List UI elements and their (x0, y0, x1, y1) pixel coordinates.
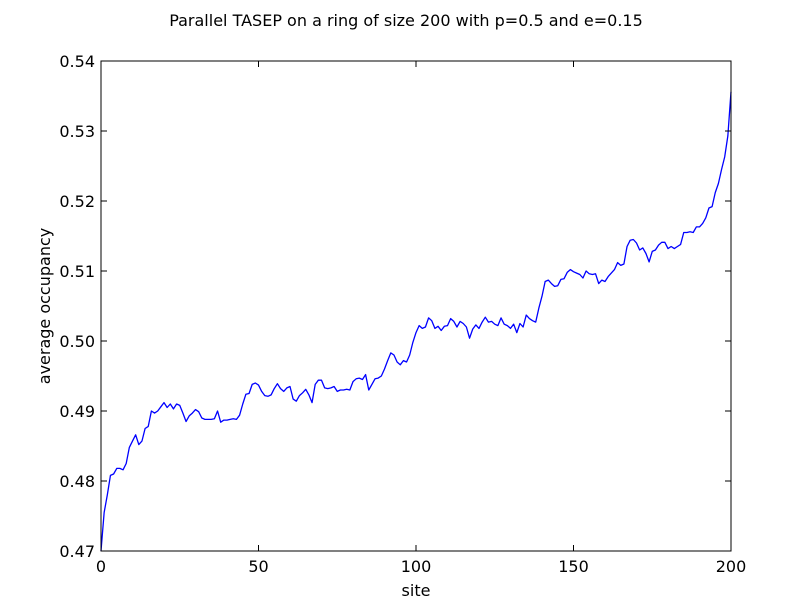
y-tick-label: 0.47 (59, 542, 95, 561)
y-tick-label: 0.51 (59, 262, 95, 281)
plot-area (100, 91, 732, 552)
x-tick-label: 100 (401, 557, 432, 576)
x-tick-label: 50 (248, 557, 268, 576)
axis-ticks: 0 50 100 150 200 0.47 0.48 0.49 0.50 0.51 0.52 0.53… (59, 52, 746, 576)
y-tick-label: 0.49 (59, 402, 95, 421)
y-axis-label: average occupancy (35, 228, 54, 384)
x-tick-label: 150 (558, 557, 589, 576)
series-line-0 (100, 91, 732, 552)
y-tick-label: 0.48 (59, 472, 95, 491)
y-tick-label: 0.54 (59, 52, 95, 71)
y-tick-label: 0.52 (59, 192, 95, 211)
chart-title: Parallel TASEP on a ring of size 200 wit… (169, 11, 643, 30)
y-tick-label: 0.53 (59, 122, 95, 141)
x-axis-label: site (402, 581, 431, 600)
plot-frame (100, 60, 732, 552)
x-tick-label: 200 (716, 557, 747, 576)
x-tick-label: 0 (96, 557, 106, 576)
y-tick-label: 0.50 (59, 332, 95, 351)
